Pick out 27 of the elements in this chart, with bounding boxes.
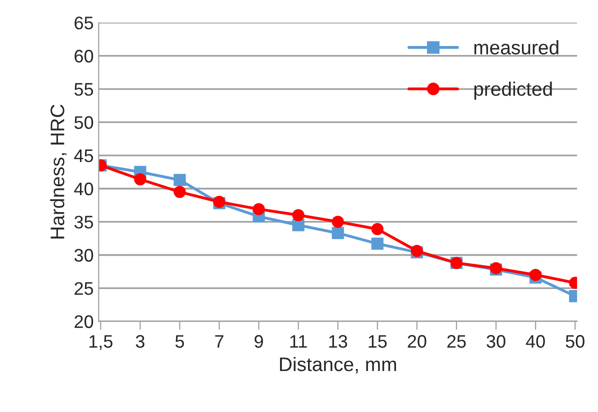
y-tick-label: 30: [74, 248, 94, 262]
y-tick-label: 40: [74, 182, 94, 196]
x-tick-label: 7: [215, 335, 224, 348]
x-tick-label: 25: [447, 335, 466, 348]
x-tick-label: 5: [175, 335, 184, 348]
x-tick-label: 11: [290, 335, 307, 348]
y-tick-label: 20: [74, 315, 94, 328]
y-axis-title: Hardness, HRC: [50, 104, 67, 238]
x-tick-label: 3: [136, 335, 144, 348]
x-tick-label: 15: [368, 335, 387, 348]
x-tick-label: 30: [486, 335, 506, 348]
x-tick-label: 13: [329, 335, 348, 348]
y-tick-label: 60: [74, 50, 94, 63]
y-tick-label: 45: [74, 150, 94, 162]
y-tick-label: 50: [74, 116, 94, 129]
y-tick-label: 55: [74, 83, 94, 96]
y-tick-label: 35: [74, 216, 94, 229]
legend-label: measured: [474, 40, 558, 54]
x-tick-label: 50: [566, 335, 584, 348]
x-tick-label: 40: [526, 335, 545, 348]
legend-label: predicted: [474, 82, 552, 100]
x-tick-label: 20: [408, 335, 426, 348]
y-tick-label: 65: [74, 16, 94, 30]
x-tick-label: 9: [254, 335, 263, 348]
y-tick-label: 25: [74, 282, 94, 295]
x-axis-title: Distance, mm: [280, 356, 396, 374]
x-tick-label: 1,5: [89, 335, 112, 350]
